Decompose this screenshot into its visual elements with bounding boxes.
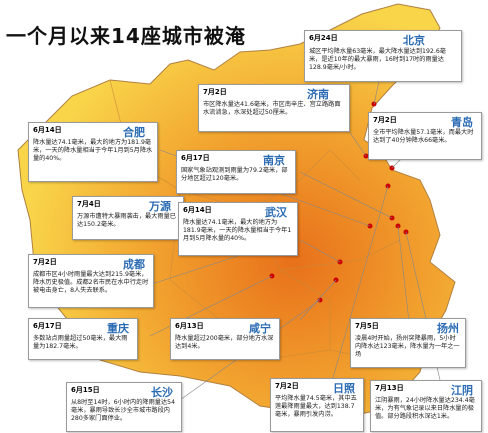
city-name: 江阴 bbox=[451, 384, 473, 397]
page-title: 一个月以来14座城市被淹 bbox=[6, 24, 246, 48]
date-label: 7月5日 bbox=[355, 322, 379, 330]
date-label: 6月14日 bbox=[183, 206, 212, 214]
city-name: 日照 bbox=[333, 382, 355, 395]
description: 多数站点雨量超过50毫米，最大雨量为182.7毫米。 bbox=[33, 335, 128, 350]
description: 万源市遭特大暴雨袭击，最大雨量已达150.2毫米。 bbox=[77, 213, 176, 228]
description: 从8时至14时，6小时内的降雨量达54毫米，暴雨导致长沙全市城市路段内280多家… bbox=[71, 399, 176, 422]
date-label: 6月13日 bbox=[175, 322, 204, 330]
date-label: 7月13日 bbox=[375, 384, 404, 392]
city-name: 合肥 bbox=[123, 126, 145, 139]
date-label: 6月24日 bbox=[309, 34, 338, 42]
date-label: 7月2日 bbox=[33, 258, 57, 266]
description: 降水量达74.1毫米，最大的地方为181.9毫米，一天的降水量相当于今年1月到5… bbox=[33, 139, 153, 162]
city-name: 扬州 bbox=[437, 322, 459, 335]
description: 国家气象站观测到雨量为79.2毫米，部分地区超过120毫米。 bbox=[181, 167, 288, 182]
card-beijing: 6月24日 北京 城区平均降水量63毫米，最大降水量达到192.6毫米，是近10… bbox=[304, 30, 462, 82]
card-jinan: 7月2日 济南 市区降水量达41.6毫米，市区南辛庄、宫立路路面水流淌急，水深处… bbox=[198, 84, 350, 132]
card-rizhao: 7月2日 日照 平均降水量74.5毫米，其中五莲最降雨量最大，达到138.7毫米… bbox=[270, 378, 364, 432]
date-label: 6月14日 bbox=[33, 126, 62, 134]
description: 江阴暴雨，24小时降水量达234.4毫米，为有气象记录以来日降水量的极值。部分路… bbox=[375, 397, 475, 420]
description: 城区平均降水量63毫米，最大降水量达到192.6毫米，是近10年的最大暴雨，16… bbox=[309, 48, 446, 71]
description: 平均降水量74.5毫米，其中五莲最降雨量最大，达到138.7毫米，暴雨引发内涝。 bbox=[275, 395, 357, 418]
description: 市区降水量达41.6毫米，市区南辛庄、宫立路路面水流淌急，水深处超过50厘米。 bbox=[203, 101, 341, 116]
city-name: 重庆 bbox=[107, 322, 129, 335]
card-qingdao: 7月2日 青岛 全市平均降水量57.1毫米，而最大时达到了40分钟降水66毫米。 bbox=[368, 112, 482, 160]
date-label: 6月15日 bbox=[71, 386, 100, 394]
date-label: 6月17日 bbox=[181, 154, 210, 162]
card-changsha: 6月15日 长沙 从8时至14时，6小时内的降雨量达54毫米，暴雨导致长沙全市城… bbox=[66, 382, 182, 432]
date-label: 6月17日 bbox=[33, 322, 62, 330]
card-yangzhou: 7月5日 扬州 凌晨4时开始，扬州突降暴雨，5小时内降水达123毫米，降水量为一… bbox=[350, 318, 466, 368]
card-chengdu: 7月2日 成都 成都市区4小时雨量最大达到215.9毫米，降水历史极值。成都2名… bbox=[28, 254, 154, 308]
city-name: 青岛 bbox=[451, 116, 473, 129]
date-label: 7月2日 bbox=[275, 382, 299, 390]
card-chongqing: 6月17日 重庆 多数站点雨量超过50毫米，最大雨量为182.7毫米。 bbox=[28, 318, 138, 360]
card-nanjing: 6月17日 南京 国家气象站观测到雨量为79.2毫米，部分地区超过120毫米。 bbox=[176, 150, 296, 194]
description: 成都市区4小时雨量最大达到215.9毫米，降水历史极值。成都2名市民在水中行走时… bbox=[33, 271, 149, 294]
city-name: 武汉 bbox=[265, 206, 287, 219]
description: 降水量达74.1毫米，最大的地方为181.9毫米，一天的降水量相当于今年1月到5… bbox=[183, 219, 292, 242]
city-name: 长沙 bbox=[151, 386, 173, 399]
card-hefei: 6月14日 合肥 降水量达74.1毫米，最大的地方为181.9毫米，一天的降水量… bbox=[28, 122, 158, 182]
city-name: 咸宁 bbox=[249, 322, 271, 335]
city-name: 北京 bbox=[403, 34, 425, 47]
description: 全市平均降水量57.1毫米，而最大时达到了40分钟降水66毫米。 bbox=[373, 129, 474, 144]
date-label: 7月4日 bbox=[77, 200, 101, 208]
date-label: 7月2日 bbox=[203, 88, 227, 96]
city-name: 成都 bbox=[123, 258, 145, 271]
card-wuhan: 6月14日 武汉 降水量达74.1毫米，最大的地方为181.9毫米，一天的降水量… bbox=[178, 202, 298, 256]
city-name: 济南 bbox=[307, 88, 329, 101]
city-name: 南京 bbox=[263, 154, 285, 167]
card-wanyuan: 7月4日 万源 万源市遭特大暴雨袭击，最大雨量已达150.2毫米。 bbox=[72, 196, 184, 240]
card-jiangyin: 7月13日 江阴 江阴暴雨，24小时降水量达234.4毫米，为有气象记录以来日降… bbox=[370, 380, 482, 432]
city-name: 万源 bbox=[149, 200, 171, 213]
description: 降水量超过200毫米，部分地方水深达到4米。 bbox=[175, 335, 274, 350]
date-label: 7月2日 bbox=[373, 116, 397, 124]
card-xianning: 6月13日 咸宁 降水量超过200毫米，部分地方水深达到4米。 bbox=[170, 318, 280, 360]
description: 凌晨4时开始，扬州突降暴雨，5小时内降水达123毫米，降水量为一年之一场 bbox=[355, 335, 460, 358]
